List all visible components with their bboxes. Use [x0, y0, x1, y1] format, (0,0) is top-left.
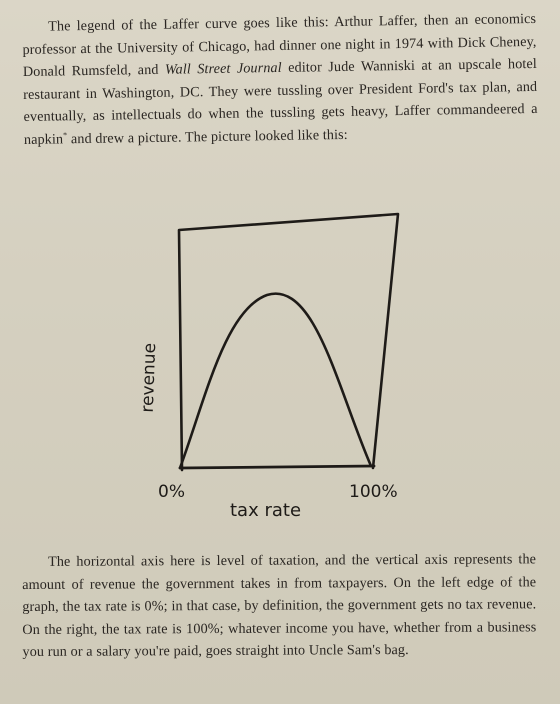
intro-paragraph: The legend of the Laffer curve goes like…	[22, 8, 538, 151]
laffer-sketch-svg: revenue 0% 100% tax rate	[138, 212, 400, 521]
x-axis-label: tax rate	[230, 500, 301, 521]
napkin-box-outline	[177, 212, 400, 472]
y-axis-label: revenue	[138, 343, 160, 413]
intro-text-ending: and drew a picture. The picture looked l…	[70, 126, 348, 147]
x-axis-left-label: 0%	[158, 482, 185, 502]
footnote-mark: *	[63, 130, 68, 140]
explanation-text: The horizontal axis here is level of tax…	[22, 551, 537, 660]
explanation-paragraph: The horizontal axis here is level of tax…	[22, 548, 537, 663]
newspaper-title-italic: Wall Street Journal	[164, 59, 282, 78]
x-axis-line	[178, 464, 376, 470]
laffer-curve	[178, 292, 373, 470]
x-axis-right-label: 100%	[349, 482, 398, 502]
laffer-napkin-drawing: revenue 0% 100% tax rate	[110, 200, 440, 530]
